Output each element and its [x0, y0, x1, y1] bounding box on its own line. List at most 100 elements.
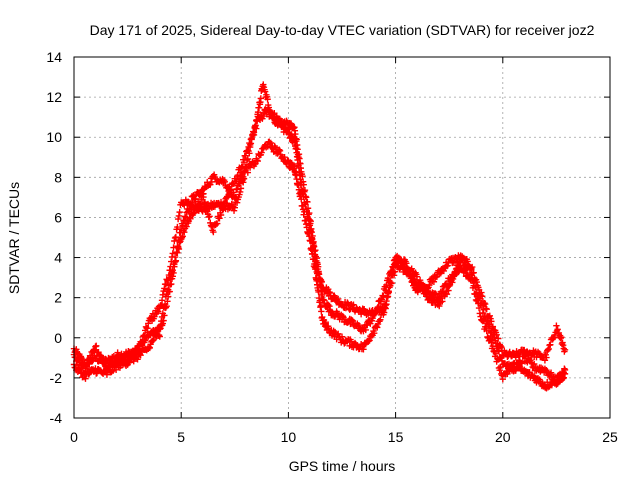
data-point: [246, 143, 254, 151]
data-point: [265, 106, 272, 113]
data-point: [545, 345, 552, 353]
data-point: [197, 201, 204, 208]
data-point: [561, 346, 569, 354]
data-point: [187, 199, 195, 206]
data-point: [254, 157, 261, 165]
data-point: [419, 284, 427, 292]
data-point: [150, 336, 157, 344]
data-point: [491, 337, 499, 344]
y-tick-label: 4: [54, 250, 62, 266]
data-point: [93, 342, 100, 350]
x-tick-label: 20: [495, 429, 511, 445]
data-point: [402, 265, 409, 272]
data-point: [496, 367, 503, 374]
data-point: [350, 301, 357, 308]
data-point: [530, 360, 538, 368]
data-point: [377, 316, 384, 323]
data-point: [544, 346, 552, 353]
data-point: [482, 313, 490, 320]
data-point: [536, 350, 543, 357]
data-point: [499, 376, 506, 383]
data-point: [374, 303, 382, 311]
data-point: [364, 321, 371, 329]
data-point: [82, 375, 89, 382]
data-point: [112, 366, 120, 373]
data-point: [298, 196, 305, 203]
data-point: [181, 228, 188, 236]
data-point: [444, 282, 451, 289]
data-point: [482, 323, 490, 331]
data-point: [109, 367, 117, 375]
data-point: [230, 207, 238, 214]
data-point: [169, 267, 176, 274]
data-point: [149, 337, 157, 344]
data-point: [486, 321, 493, 328]
series-track-a: [70, 81, 569, 369]
data-point: [495, 356, 502, 363]
data-point: [497, 363, 504, 371]
data-point: [167, 276, 174, 283]
data-point: [383, 301, 390, 308]
data-point: [547, 369, 555, 376]
data-point: [455, 268, 462, 276]
data-point: [444, 262, 451, 269]
data-point: [98, 354, 105, 362]
data-point: [145, 320, 152, 327]
data-point: [264, 96, 271, 103]
data-point: [374, 305, 381, 312]
data-point: [89, 352, 96, 359]
data-point: [174, 223, 181, 231]
data-point: [312, 266, 319, 273]
data-point: [216, 215, 223, 222]
data-point: [475, 300, 482, 307]
data-point: [114, 349, 121, 356]
data-point: [159, 310, 167, 317]
data-point: [443, 290, 451, 298]
data-point: [155, 308, 162, 315]
data-point: [348, 316, 356, 324]
y-tick-label: 10: [46, 129, 62, 145]
data-point: [242, 152, 249, 159]
data-point: [472, 290, 479, 298]
data-point: [249, 128, 257, 135]
data-point: [276, 146, 283, 153]
data-point: [190, 192, 197, 199]
data-point: [240, 179, 247, 186]
data-point: [430, 278, 438, 285]
data-point: [166, 274, 173, 282]
data-point: [258, 149, 265, 156]
data-point: [480, 306, 487, 313]
data-point: [448, 277, 455, 284]
data-point: [317, 302, 325, 310]
data-point: [413, 280, 420, 288]
data-point: [185, 206, 193, 213]
data-point: [219, 206, 226, 214]
data-point: [168, 268, 176, 275]
data-point: [244, 155, 252, 163]
data-point: [246, 164, 254, 171]
data-point: [233, 199, 241, 206]
y-tick-label: -4: [50, 410, 63, 426]
data-point: [281, 154, 288, 161]
y-tick-label: 8: [54, 169, 62, 185]
axis-ticks: 0 5 10 15 20 25 -4 -2 0 2 4 6 8 10 12 14: [46, 49, 618, 445]
data-point: [491, 334, 498, 341]
data-point: [488, 339, 495, 346]
data-point: [468, 276, 476, 284]
data-point: [161, 285, 168, 292]
data-point: [362, 326, 369, 334]
grid-lines: [74, 57, 610, 418]
data-point: [325, 301, 332, 309]
data-point: [443, 283, 451, 290]
data-point: [187, 215, 194, 223]
data-point: [504, 370, 511, 378]
data-point: [372, 309, 379, 317]
data-point: [315, 288, 322, 296]
data-point: [240, 175, 248, 182]
data-point: [344, 299, 351, 306]
data-point: [339, 312, 346, 320]
data-point: [276, 147, 284, 155]
data-point: [158, 317, 165, 325]
data-point: [374, 324, 381, 331]
